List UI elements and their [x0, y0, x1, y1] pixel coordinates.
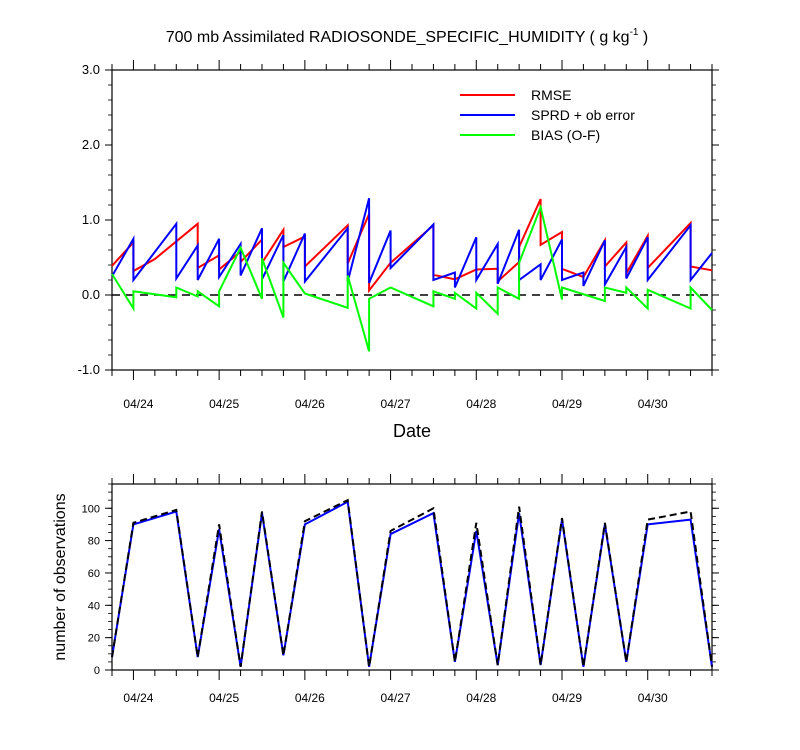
- legend-label: BIAS (O-F): [531, 127, 600, 143]
- bottom-series-dashed-1: [111, 498, 713, 667]
- bottom-ytick-label: 60: [88, 568, 100, 580]
- bottom-series-solid-0: [111, 500, 713, 667]
- top-ytick-label: -1.0: [78, 362, 100, 377]
- top-series-sprd-ob-error: [111, 198, 713, 289]
- bottom-plot-frame: [111, 483, 713, 671]
- chart-title-main: 700 mb Assimilated RADIOSONDE_SPECIFIC_H…: [166, 29, 630, 46]
- top-xtick-label: 04/24: [123, 397, 153, 411]
- legend: RMSE SPRD + ob error BIAS (O-F): [460, 87, 635, 143]
- legend-label: SPRD + ob error: [531, 107, 635, 123]
- bottom-xtick-label: 04/28: [466, 691, 496, 705]
- top-ytick-label: 2.0: [82, 137, 100, 152]
- top-xtick-label: 04/30: [638, 397, 668, 411]
- top-ytick-label: 3.0: [82, 62, 100, 77]
- top-plot: -1.0 0.0 1.0 2.0 3.0 04/24 04/25 04/26 04/27 04/2…: [78, 60, 719, 411]
- bottom-ytick-label: 40: [88, 600, 100, 612]
- bottom-xtick-label: 04/25: [209, 691, 239, 705]
- bottom-ytick-label: 0: [94, 665, 100, 677]
- top-ytick-label: 0.0: [82, 287, 100, 302]
- top-series-bias-o-f: [111, 203, 713, 352]
- bottom-ytick-label: 80: [88, 536, 100, 548]
- top-xtick-label: 04/29: [552, 397, 582, 411]
- chart-title-exponent: -1: [630, 27, 639, 38]
- top-xtick-label: 04/26: [295, 397, 325, 411]
- top-xaxis-label: Date: [393, 421, 431, 441]
- legend-label: RMSE: [531, 87, 571, 103]
- chart-title-close: ): [638, 29, 648, 46]
- bottom-ytick-label: 20: [88, 633, 100, 645]
- top-xtick-label: 04/25: [209, 397, 239, 411]
- bottom-xtick-label: 04/27: [381, 691, 411, 705]
- bottom-xtick-label: 04/29: [552, 691, 582, 705]
- top-series-rmse: [111, 198, 713, 294]
- bottom-yaxis-label: number of observations: [52, 493, 69, 660]
- top-xtick-label: 04/27: [381, 397, 411, 411]
- bottom-ytick-label: 100: [82, 503, 100, 515]
- bottom-xtick-label: 04/24: [123, 691, 153, 705]
- top-xtick-label: 04/28: [466, 397, 496, 411]
- bottom-plot: 0 20 40 60 80 100 04/24 04/25 04/26 04/27 04/28 04/…: [82, 474, 719, 705]
- chart-title: 700 mb Assimilated RADIOSONDE_SPECIFIC_H…: [166, 27, 649, 46]
- bottom-xtick-label: 04/26: [295, 691, 325, 705]
- top-ytick-label: 1.0: [82, 212, 100, 227]
- bottom-xtick-label: 04/30: [638, 691, 668, 705]
